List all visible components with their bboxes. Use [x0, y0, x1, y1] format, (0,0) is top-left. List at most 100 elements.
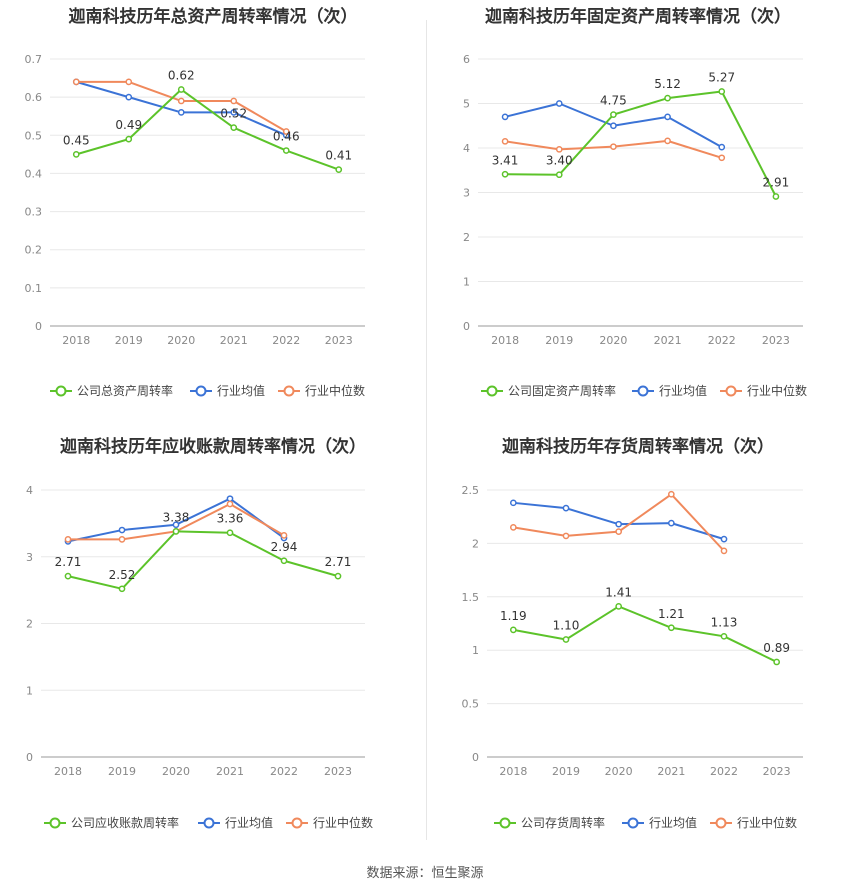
chart-svg: 0 0.1 0.2 0.3 0.4 0.5 0.6 0.7 2018 2019 2020 2021 20… [25, 53, 366, 398]
data-point [720, 632, 728, 640]
x-tick-label: 2020 [599, 334, 627, 347]
x-tick-label: 2019 [545, 334, 573, 347]
y-tick-label: 0 [472, 751, 479, 764]
data-label: 3.40 [546, 154, 573, 168]
chart-svg: 0 1 2 3 4 5 6 2018 2019 2020 2021 2022 2023 3.41 3.40 4… [463, 53, 807, 398]
x-tick-label: 2023 [763, 765, 791, 778]
data-point [720, 547, 728, 555]
y-tick-label: 4 [26, 484, 33, 497]
data-point [509, 524, 517, 531]
data-point [615, 603, 623, 610]
y-tick-label: 0.4 [25, 167, 43, 180]
legend-label: 公司总资产周转率 [77, 383, 173, 398]
data-point [667, 490, 675, 498]
x-tick-label: 2021 [216, 765, 244, 778]
data-point [664, 113, 671, 121]
chart-svg: 0 0.5 1 1.5 2 2.5 2018 2019 2020 2021 2022 2023 1.19… [462, 484, 803, 830]
y-tick-label: 3 [463, 187, 470, 200]
x-tick-label: 2021 [220, 334, 248, 347]
legend-label: 公司应收账款周转率 [71, 815, 179, 830]
legend-marker [283, 385, 295, 397]
y-tick-label: 0.6 [25, 91, 43, 104]
data-label: 0.89 [763, 641, 790, 655]
data-point [555, 100, 563, 107]
data-point [509, 626, 517, 634]
data-point [335, 166, 343, 173]
data-point [230, 109, 238, 116]
data-point [230, 97, 238, 105]
data-point [615, 520, 623, 528]
y-tick-label: 0.2 [25, 244, 43, 257]
data-point [610, 111, 617, 118]
data-point [562, 504, 570, 512]
data-point [562, 532, 570, 540]
data-point [664, 94, 671, 102]
data-point [230, 124, 238, 132]
chart-svg: 0 1 2 3 4 2018 2019 2020 2021 2022 2023 2.71 2.52 3.3… [26, 484, 373, 830]
legend-label: 行业中位数 [313, 815, 373, 830]
data-point [177, 109, 185, 116]
data-label: 1.21 [658, 607, 685, 621]
legend-marker [499, 817, 511, 829]
y-tick-label: 0.3 [25, 206, 43, 219]
y-tick-label: 3 [26, 551, 33, 564]
data-point [610, 143, 617, 151]
legend-label: 行业均值 [649, 815, 697, 830]
y-tick-label: 1 [463, 276, 470, 289]
x-tick-label: 2018 [62, 334, 90, 347]
data-point [772, 193, 780, 200]
data-point [64, 572, 72, 580]
y-tick-label: 6 [463, 53, 470, 66]
legend-marker [291, 817, 303, 829]
data-label: 0.52 [220, 107, 247, 121]
legend-marker [637, 385, 649, 397]
data-point [282, 128, 290, 135]
legend-label: 行业均值 [225, 815, 273, 830]
data-point [501, 137, 509, 145]
data-label: 2.71 [325, 555, 352, 569]
data-point [226, 529, 234, 537]
legend-label: 行业中位数 [747, 383, 807, 398]
data-label: 1.41 [605, 585, 632, 599]
data-point [501, 170, 509, 178]
data-point [226, 500, 234, 508]
x-tick-label: 2020 [162, 765, 190, 778]
x-tick-label: 2022 [708, 334, 736, 347]
legend-label: 行业均值 [217, 383, 265, 398]
series-line [67, 530, 339, 590]
chart-title: 迦南科技历年应收账款周转率情况（次） [60, 437, 366, 457]
legend-marker [627, 817, 639, 829]
data-point [118, 526, 126, 534]
series-line [513, 605, 778, 663]
data-label: 0.62 [168, 69, 195, 83]
chart-panel-total-asset-turnover: 迦南科技历年总资产周转率情况（次） 0 0.1 0.2 0.3 0.4 0.5 0.6 0.7… [0, 0, 426, 420]
data-point [562, 636, 570, 643]
x-tick-label: 2020 [605, 765, 633, 778]
data-label: 0.41 [325, 149, 352, 163]
data-point [72, 151, 80, 158]
y-tick-label: 1 [472, 644, 479, 657]
legend-marker [203, 817, 215, 829]
legend-label: 行业中位数 [737, 815, 797, 830]
data-label: 3.38 [163, 510, 190, 524]
chart-panel-fixed-asset-turnover: 迦南科技历年固定资产周转率情况（次） 0 1 2 3 4 5 6 2018 2019 2020 20… [426, 0, 850, 420]
x-tick-label: 2021 [657, 765, 685, 778]
data-point [172, 528, 180, 535]
data-point [226, 495, 234, 503]
chart-panel-receivables-turnover: 迦南科技历年应收账款周转率情况（次） 0 1 2 3 4 2018 2019 2020 2021… [0, 430, 426, 850]
data-point [555, 145, 563, 153]
x-tick-label: 2018 [491, 334, 519, 347]
data-label: 1.10 [553, 619, 580, 633]
data-label: 2.94 [271, 540, 298, 554]
y-tick-label: 0 [463, 320, 470, 333]
x-tick-label: 2019 [552, 765, 580, 778]
legend-marker [486, 385, 498, 397]
data-point [125, 135, 133, 143]
data-label: 2.91 [763, 176, 790, 190]
data-point [280, 532, 288, 539]
y-tick-label: 5 [463, 98, 470, 111]
data-point [664, 137, 671, 145]
data-point [555, 171, 563, 179]
y-tick-label: 2 [26, 618, 33, 631]
legend-label: 行业中位数 [305, 383, 365, 398]
